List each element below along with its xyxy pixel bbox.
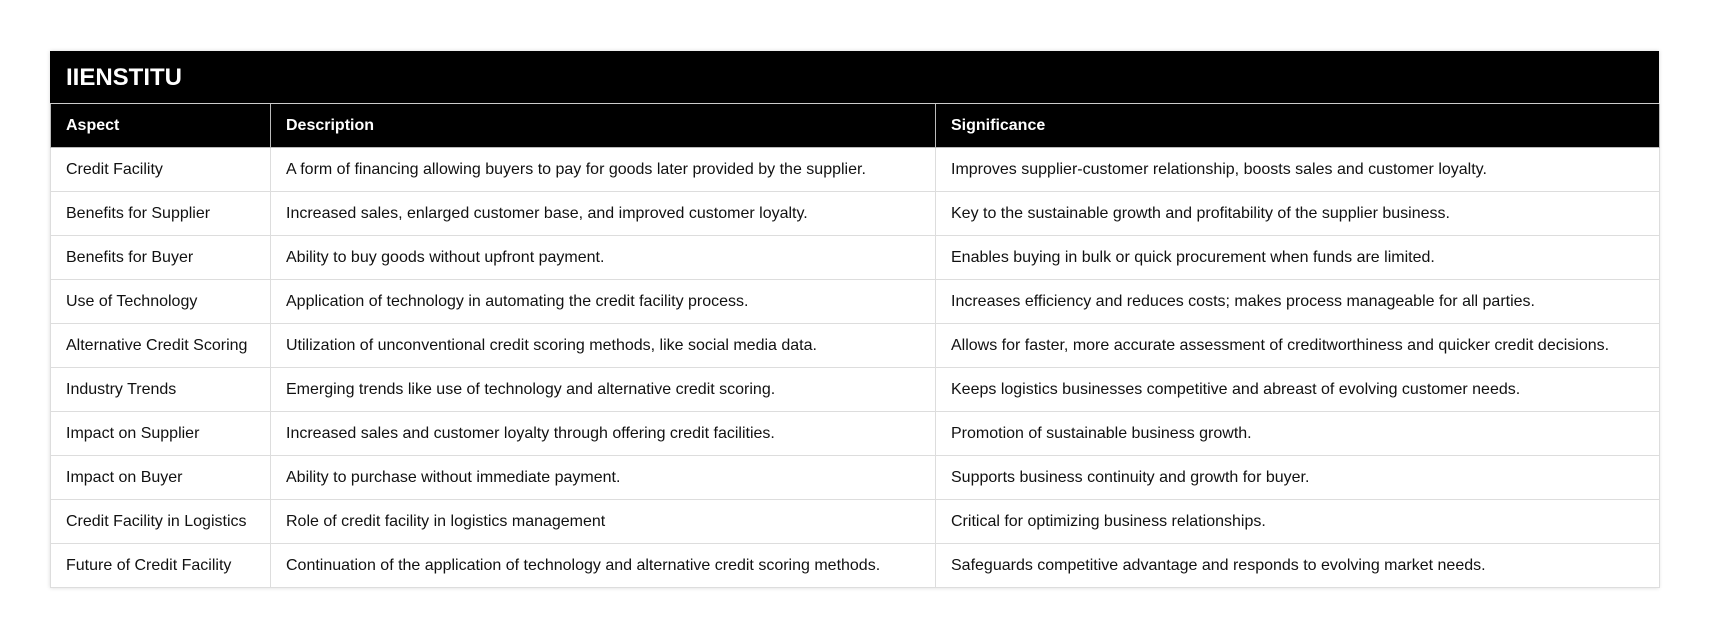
table-cell: Improves supplier-customer relationship,… bbox=[935, 147, 1660, 192]
header-cell: Aspect bbox=[50, 104, 271, 148]
table-cell: Credit Facility in Logistics bbox=[50, 499, 271, 544]
table-row: Industry Trends Emerging trends like use … bbox=[50, 367, 1660, 412]
table-cell: Use of Technology bbox=[50, 279, 271, 324]
table-cell: Benefits for Buyer bbox=[50, 235, 271, 280]
table-cell: Benefits for Supplier bbox=[50, 191, 271, 236]
table-cell: Alternative Credit Scoring bbox=[50, 323, 271, 368]
table-cell: Ability to purchase without immediate pa… bbox=[270, 455, 936, 500]
table-container: IIENSTITU Aspect Description Significance … bbox=[50, 51, 1660, 588]
table-cell: Supports business continuity and growth … bbox=[935, 455, 1660, 500]
table-cell: Impact on Supplier bbox=[50, 411, 271, 456]
table-cell: Increases efficiency and reduces costs; … bbox=[935, 279, 1660, 324]
table-row: Use of Technology Application of technolo… bbox=[50, 279, 1660, 324]
table-cell: Increased sales and customer loyalty thr… bbox=[270, 411, 936, 456]
table-row: Credit Facility in Logistics Role of cred… bbox=[50, 499, 1660, 544]
table-row: Impact on Supplier Increased sales and cu… bbox=[50, 411, 1660, 456]
table-row: Credit Facility A form of financing allow… bbox=[50, 147, 1660, 192]
table-body: Credit Facility A form of financing allow… bbox=[50, 147, 1660, 588]
table-cell: A form of financing allowing buyers to p… bbox=[270, 147, 936, 192]
table-cell: Role of credit facility in logistics man… bbox=[270, 499, 936, 544]
table-cell: Keeps logistics businesses competitive a… bbox=[935, 367, 1660, 412]
header-row: Aspect Description Significance bbox=[50, 104, 1660, 148]
table-cell: Credit Facility bbox=[50, 147, 271, 192]
table-row: Benefits for Buyer Ability to buy goods w… bbox=[50, 235, 1660, 280]
table-cell: Safeguards competitive advantage and res… bbox=[935, 543, 1660, 588]
table-cell: Impact on Buyer bbox=[50, 455, 271, 500]
table-cell: Increased sales, enlarged customer base,… bbox=[270, 191, 936, 236]
header-cell: Significance bbox=[935, 104, 1660, 148]
table-cell: Promotion of sustainable business growth… bbox=[935, 411, 1660, 456]
table-cell: Key to the sustainable growth and profit… bbox=[935, 191, 1660, 236]
table-row: Alternative Credit Scoring Utilization of… bbox=[50, 323, 1660, 368]
table-cell: Application of technology in automating … bbox=[270, 279, 936, 324]
table-cell: Critical for optimizing business relatio… bbox=[935, 499, 1660, 544]
table-cell: Allows for faster, more accurate assessm… bbox=[935, 323, 1660, 368]
table-row: Benefits for Supplier Increased sales, en… bbox=[50, 191, 1660, 236]
table-cell: Future of Credit Facility bbox=[50, 543, 271, 588]
table-cell: Enables buying in bulk or quick procurem… bbox=[935, 235, 1660, 280]
table-cell: Ability to buy goods without upfront pay… bbox=[270, 235, 936, 280]
table-cell: Emerging trends like use of technology a… bbox=[270, 367, 936, 412]
header-cell: Description bbox=[270, 104, 936, 148]
table-cell: Industry Trends bbox=[50, 367, 271, 412]
table-cell: Continuation of the application of techn… bbox=[270, 543, 936, 588]
table-cell: Utilization of unconventional credit sco… bbox=[270, 323, 936, 368]
table-title: IIENSTITU bbox=[50, 51, 1659, 104]
table-row: Future of Credit Facility Continuation of… bbox=[50, 543, 1660, 588]
table-row: Impact on Buyer Ability to purchase witho… bbox=[50, 455, 1660, 500]
table: Aspect Description Significance Credit Fac… bbox=[50, 104, 1660, 588]
